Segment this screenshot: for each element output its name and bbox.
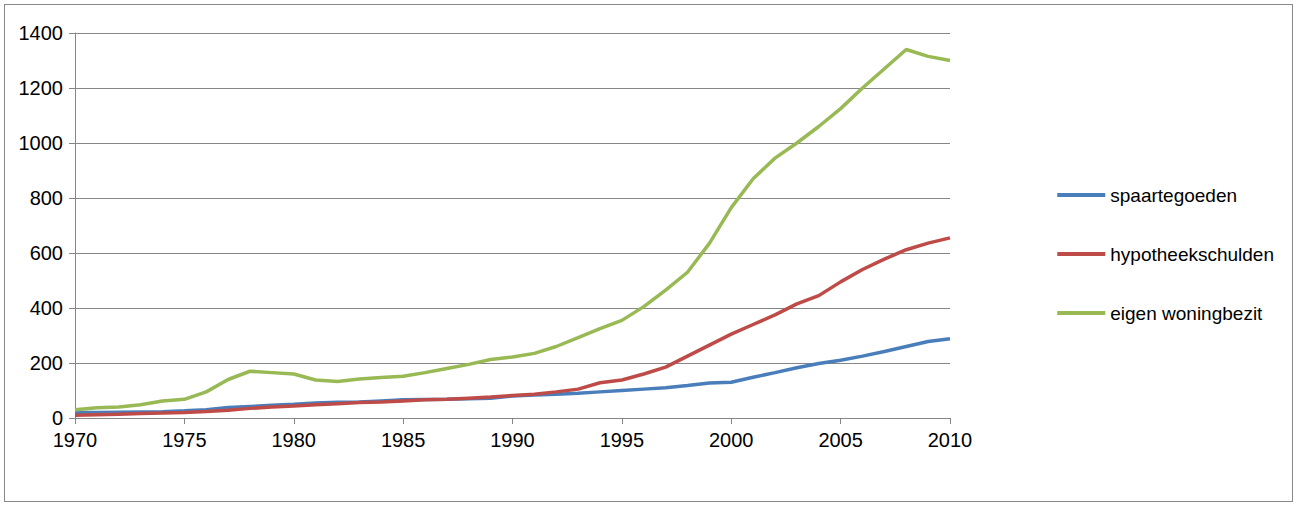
- svg-text:1995: 1995: [600, 429, 645, 451]
- svg-text:400: 400: [30, 297, 63, 319]
- svg-text:800: 800: [30, 187, 63, 209]
- svg-text:1980: 1980: [272, 429, 317, 451]
- svg-text:1985: 1985: [381, 429, 426, 451]
- svg-text:0: 0: [52, 407, 63, 429]
- svg-text:hypotheekschulden: hypotheekschulden: [1110, 244, 1274, 265]
- svg-text:600: 600: [30, 242, 63, 264]
- svg-text:1200: 1200: [19, 77, 64, 99]
- svg-text:1990: 1990: [490, 429, 535, 451]
- svg-text:1000: 1000: [19, 132, 64, 154]
- svg-text:2000: 2000: [709, 429, 754, 451]
- svg-text:200: 200: [30, 352, 63, 374]
- svg-text:1400: 1400: [19, 22, 64, 44]
- svg-text:1975: 1975: [162, 429, 207, 451]
- svg-text:eigen woningbezit: eigen woningbezit: [1110, 303, 1263, 324]
- svg-text:2010: 2010: [928, 429, 973, 451]
- svg-text:1970: 1970: [53, 429, 98, 451]
- svg-text:2005: 2005: [818, 429, 863, 451]
- svg-text:spaartegoeden: spaartegoeden: [1110, 185, 1237, 206]
